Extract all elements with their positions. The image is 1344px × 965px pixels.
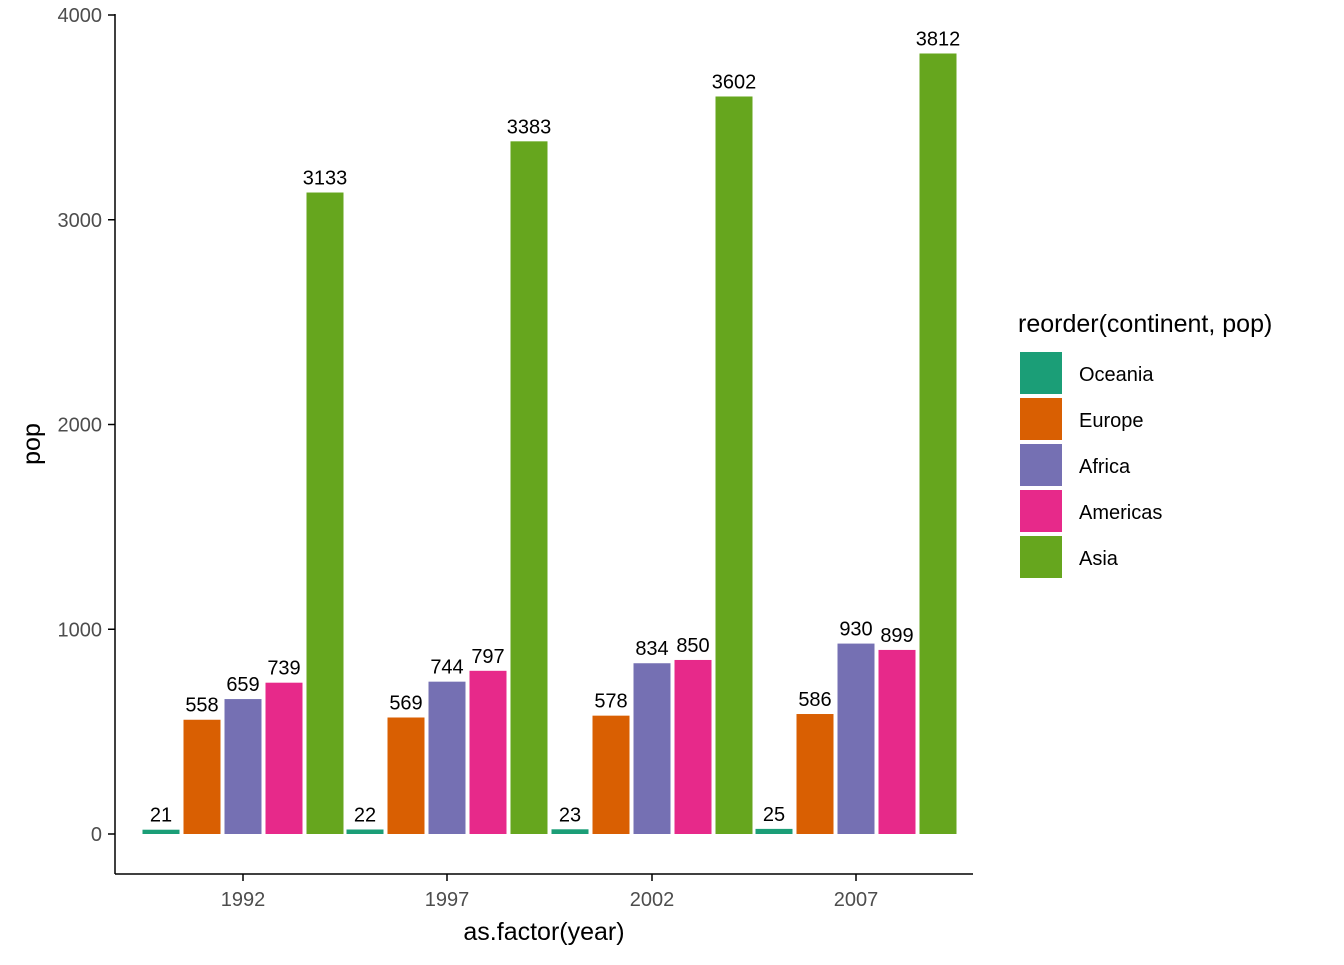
legend-items: Oceania Europe Africa Americas Asia <box>1020 352 1162 578</box>
legend-label: Africa <box>1079 456 1131 478</box>
legend-key-oceania <box>1020 352 1062 394</box>
bar-americas-2007 <box>878 649 916 834</box>
data-label: 558 <box>185 695 218 717</box>
data-label: 25 <box>763 804 785 826</box>
legend-key-africa <box>1020 444 1062 486</box>
legend-key-europe <box>1020 398 1062 440</box>
data-label: 3133 <box>303 168 348 190</box>
data-label: 899 <box>880 625 913 647</box>
legend-label: Oceania <box>1079 364 1154 386</box>
legend-label: Asia <box>1079 548 1119 570</box>
data-label: 834 <box>635 638 668 660</box>
data-label: 569 <box>389 692 422 714</box>
bar-africa-1992 <box>224 699 262 834</box>
x-axis-title: as.factor(year) <box>463 918 624 946</box>
data-label: 23 <box>559 804 581 826</box>
data-labels: 21 558 659 739 3133 22 569 744 797 3383 23 578 834 85… <box>150 28 960 826</box>
data-label: 744 <box>430 657 463 679</box>
data-label: 850 <box>676 635 709 657</box>
bar-asia-2002 <box>715 96 753 835</box>
bar-europe-1997 <box>387 717 425 834</box>
bar-asia-1997 <box>510 141 548 834</box>
y-tick-label: 3000 <box>58 210 103 232</box>
bar-oceania-1992 <box>142 829 180 834</box>
legend-label: Americas <box>1079 502 1162 524</box>
y-axis-title: pop <box>18 423 46 465</box>
x-tick-label: 1992 <box>221 889 266 911</box>
y-axis-ticks: 0 1000 2000 3000 4000 <box>58 5 115 846</box>
bar-africa-2002 <box>633 663 671 834</box>
data-label: 797 <box>471 646 504 668</box>
data-label: 659 <box>226 674 259 696</box>
data-label: 21 <box>150 805 172 827</box>
y-tick-label: 1000 <box>58 619 103 641</box>
bar-europe-2007 <box>796 714 834 834</box>
x-tick-label: 2002 <box>630 889 675 911</box>
data-label: 22 <box>354 804 376 826</box>
x-tick-label: 2007 <box>834 889 879 911</box>
legend-label: Europe <box>1079 410 1144 432</box>
legend-title: reorder(continent, pop) <box>1018 310 1272 338</box>
data-label: 586 <box>798 689 831 711</box>
data-label: 739 <box>267 658 300 680</box>
legend: reorder(continent, pop) Oceania Europe Afr… <box>1018 310 1272 578</box>
data-label: 3602 <box>712 71 757 93</box>
legend-key-americas <box>1020 490 1062 532</box>
bar-oceania-1997 <box>346 829 384 834</box>
bars <box>142 53 957 835</box>
data-label: 930 <box>839 619 872 641</box>
y-tick-label: 4000 <box>58 5 103 27</box>
bar-europe-1992 <box>183 719 221 834</box>
data-label: 578 <box>594 691 627 713</box>
bar-africa-2007 <box>837 643 875 834</box>
bar-africa-1997 <box>428 681 466 834</box>
plot-area: 0 1000 2000 3000 4000 1992 1997 2002 2007 21 558… <box>58 5 973 911</box>
bar-oceania-2002 <box>551 829 589 834</box>
bar-americas-1997 <box>469 670 507 834</box>
y-tick-label: 0 <box>91 824 102 846</box>
bar-asia-1992 <box>306 192 344 834</box>
data-label: 3383 <box>507 116 552 138</box>
data-label: 3812 <box>916 28 961 50</box>
x-tick-label: 1997 <box>425 889 470 911</box>
legend-key-asia <box>1020 536 1062 578</box>
bar-americas-2002 <box>674 659 712 834</box>
y-tick-label: 2000 <box>58 415 103 437</box>
x-axis-ticks: 1992 1997 2002 2007 <box>221 874 879 911</box>
bar-americas-1992 <box>265 682 303 834</box>
bar-asia-2007 <box>919 53 957 835</box>
bar-europe-2002 <box>592 715 630 834</box>
bar-oceania-2007 <box>755 828 793 834</box>
